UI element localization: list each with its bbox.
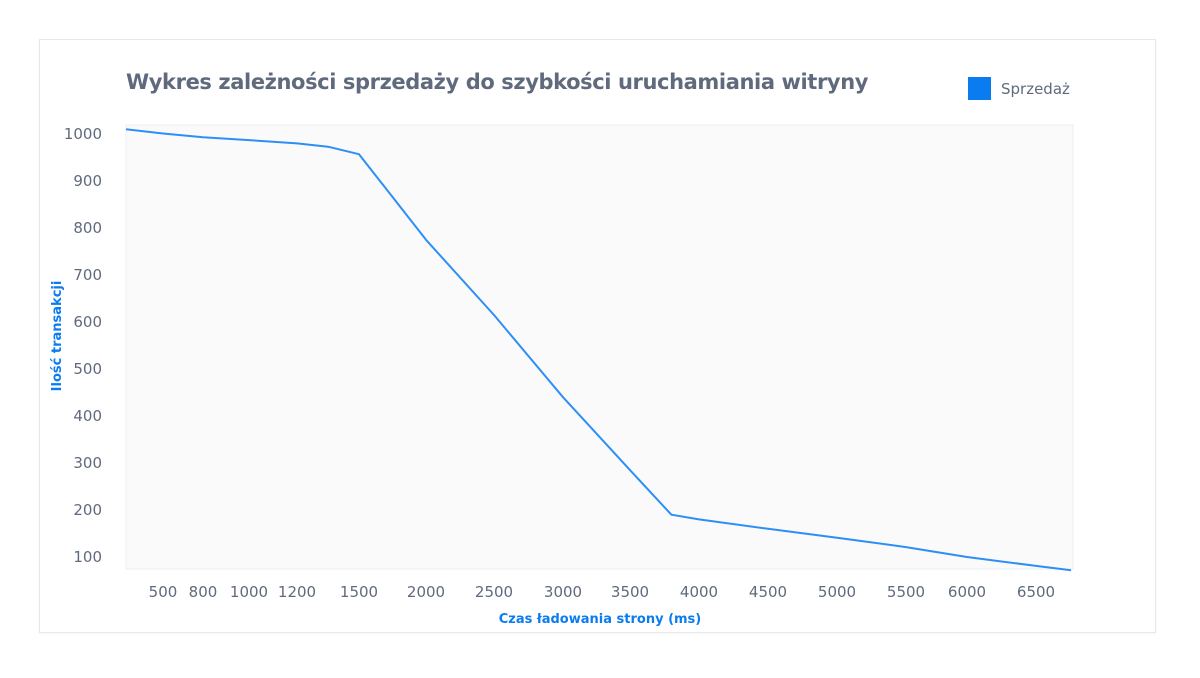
y-axis-ticks: 100 200 300 400 500 600 700 800 900 1000 bbox=[64, 125, 102, 566]
x-tick-label: 500 bbox=[149, 583, 178, 601]
series-layer bbox=[125, 128, 1072, 572]
x-tick-label: 5000 bbox=[818, 583, 856, 601]
legend-swatch bbox=[968, 77, 991, 100]
y-tick-label: 600 bbox=[73, 313, 102, 331]
x-tick-label: 4000 bbox=[680, 583, 718, 601]
x-tick-label: 5500 bbox=[887, 583, 925, 601]
x-tick-label: 1000 bbox=[230, 583, 268, 601]
x-tick-label: 6500 bbox=[1017, 583, 1055, 601]
y-tick-label: 1000 bbox=[64, 125, 102, 143]
x-axis-title: Czas ładowania strony (ms) bbox=[499, 612, 701, 627]
x-tick-label: 2000 bbox=[407, 583, 445, 601]
legend: Sprzedaż bbox=[968, 77, 1070, 100]
y-tick-label: 200 bbox=[73, 501, 102, 519]
x-axis-ticks: 500 800 1000 1200 1500 2000 2500 3000 3500 4000 45… bbox=[149, 583, 1055, 601]
y-tick-label: 700 bbox=[73, 266, 102, 284]
y-tick-label: 900 bbox=[73, 172, 102, 190]
x-tick-label: 1200 bbox=[278, 583, 316, 601]
y-tick-label: 300 bbox=[73, 454, 102, 472]
series-line bbox=[125, 128, 1072, 572]
x-tick-label: 3000 bbox=[544, 583, 582, 601]
legend-label: Sprzedaż bbox=[1001, 79, 1070, 98]
x-tick-label: 1500 bbox=[340, 583, 378, 601]
y-tick-label: 100 bbox=[73, 548, 102, 566]
y-tick-label: 400 bbox=[73, 407, 102, 425]
x-tick-label: 2500 bbox=[475, 583, 513, 601]
x-tick-label: 6000 bbox=[948, 583, 986, 601]
y-tick-label: 800 bbox=[73, 219, 102, 237]
x-tick-label: 4500 bbox=[749, 583, 787, 601]
y-axis-title: Ilość transakcji bbox=[50, 281, 65, 392]
x-tick-label: 800 bbox=[189, 583, 218, 601]
y-tick-label: 500 bbox=[73, 360, 102, 378]
x-tick-label: 3500 bbox=[611, 583, 649, 601]
plot-area bbox=[125, 124, 1074, 570]
chart-title: Wykres zależności sprzedaży do szybkości… bbox=[126, 70, 869, 94]
